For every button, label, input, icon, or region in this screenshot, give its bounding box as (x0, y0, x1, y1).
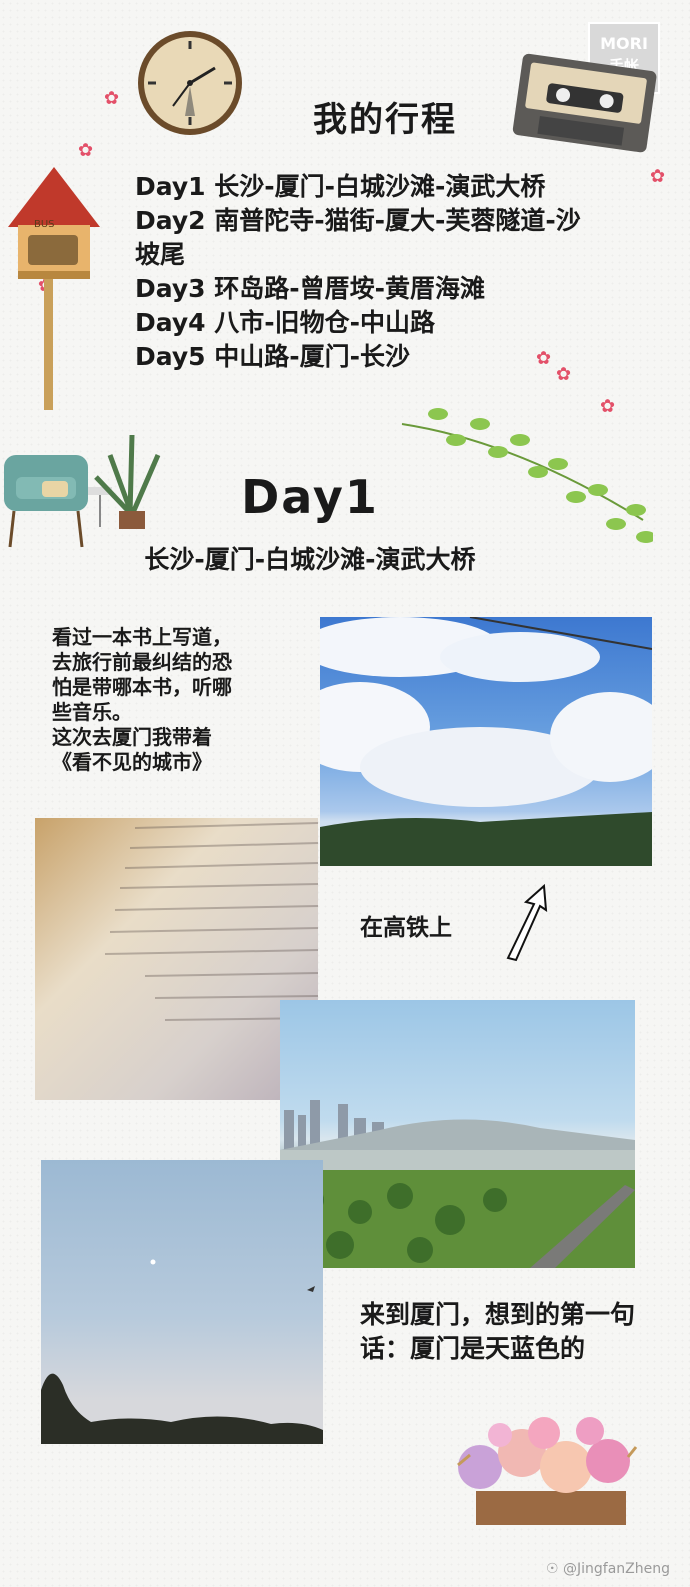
note-line: 些音乐。 (52, 700, 132, 724)
photo-city-view (280, 1000, 635, 1268)
leaf-vine-icon (401, 408, 653, 543)
flower-icon: ✿ (78, 140, 94, 161)
photo-evening-sky-art (41, 1259, 323, 1444)
watermark: ☉ @JingfanZheng (546, 1561, 670, 1577)
itinerary-item: Day4 八市-旧物仓-中山路 (135, 308, 436, 337)
photo-evening-sky (41, 1160, 323, 1444)
itinerary-list: Day1 长沙-厦门-白城沙滩-演武大桥 Day2 南普陀寺-猫街-厦大-芙蓉隧… (135, 170, 605, 374)
photo-book-pages (35, 818, 318, 1100)
weibo-icon: ☉ (545, 1561, 559, 1577)
itinerary-item: Day2 南普陀寺-猫街-厦大-芙蓉隧道-沙坡尾 (135, 206, 581, 269)
arrow-up-icon (506, 883, 548, 962)
note-xiamen: 来到厦门，想到的第一句话：厦门是天蓝色的 (360, 1300, 636, 1363)
note-book: 看过一本书上写道， 去旅行前最纠结的恐 怕是带哪本书，听哪 些音乐。 这次去厦门… (52, 625, 317, 775)
armchair-plant-icon (4, 434, 161, 548)
day-route: 长沙-厦门-白城沙滩-演武大桥 (144, 545, 476, 574)
flower-icon: ✿ (600, 396, 616, 417)
note-line: 看过一本书上写道， (52, 625, 232, 649)
itinerary-item: Day5 中山路-厦门-长沙 (135, 342, 411, 371)
day-heading: Day1 (241, 470, 379, 524)
photo-sky-train-art (320, 617, 652, 866)
flower-icon: ✿ (536, 348, 552, 369)
clock-icon (138, 31, 242, 135)
flower-icon: ✿ (650, 166, 666, 187)
flower-icon: ✿ (556, 364, 572, 385)
note-line: 这次去厦门我带着 (52, 725, 212, 749)
note-line: 怕是带哪本书，听哪 (52, 675, 232, 699)
birdhouse-bus-icon: BUS (8, 167, 100, 410)
photo-book-pages-art (104, 822, 318, 1021)
cassette-icon (512, 53, 657, 153)
photo-sky-train (320, 617, 652, 866)
itinerary-item: Day1 长沙-厦门-白城沙滩-演武大桥 (135, 172, 546, 201)
watermark-text: @JingfanZheng (563, 1561, 670, 1577)
note-line: 《看不见的城市》 (52, 750, 212, 774)
itinerary-item: Day3 环岛路-曾厝垵-黄厝海滩 (135, 274, 486, 303)
page-title: 我的行程 (313, 100, 457, 140)
svg-text:BUS: BUS (34, 219, 55, 230)
flower-bouquet-icon (457, 1417, 638, 1525)
photo-city-view-art (280, 1100, 635, 1268)
note-train: 在高铁上 (360, 915, 452, 941)
logo-line1: MORI (600, 34, 648, 53)
note-line: 去旅行前最纠结的恐 (52, 650, 232, 674)
flower-icon: ✿ (104, 88, 120, 109)
